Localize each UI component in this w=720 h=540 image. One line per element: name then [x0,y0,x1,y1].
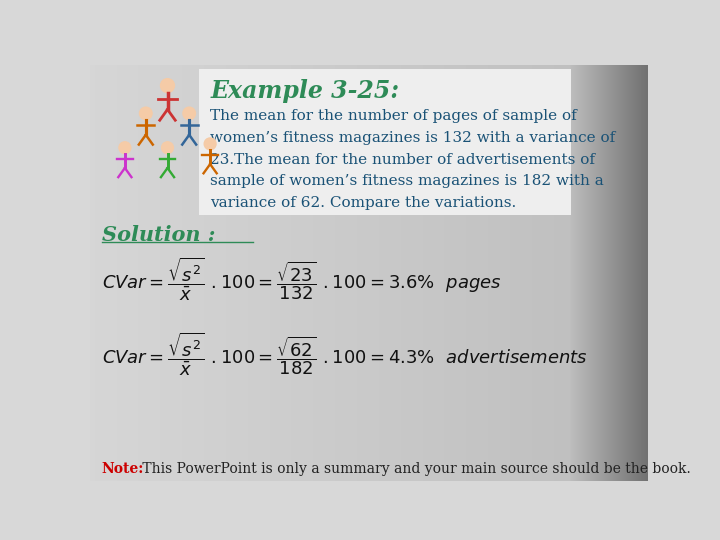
Text: Solution :: Solution : [102,225,215,245]
Text: $\mathit{CVar} = \dfrac{\sqrt{s^2}}{\bar{x}}\ .100 = \dfrac{\sqrt{62}}{182}\ .10: $\mathit{CVar} = \dfrac{\sqrt{s^2}}{\bar… [102,330,588,378]
Text: The mean for the number of pages of sample of: The mean for the number of pages of samp… [210,110,577,124]
Text: Example 3-25:: Example 3-25: [210,79,400,103]
Text: Note:: Note: [102,462,144,476]
FancyBboxPatch shape [199,69,570,215]
Circle shape [183,107,195,120]
Circle shape [119,142,131,153]
Text: 23.The mean for the number of advertisements of: 23.The mean for the number of advertisem… [210,153,595,166]
Circle shape [204,138,216,150]
Text: women’s fitness magazines is 132 with a variance of: women’s fitness magazines is 132 with a … [210,131,616,145]
Text: $\mathit{CVar} = \dfrac{\sqrt{s^2}}{\bar{x}}\ .100 = \dfrac{\sqrt{23}}{132}\ .10: $\mathit{CVar} = \dfrac{\sqrt{s^2}}{\bar… [102,256,501,303]
Circle shape [161,79,174,92]
Text: variance of 62. Compare the variations.: variance of 62. Compare the variations. [210,195,516,210]
Circle shape [140,107,152,120]
Circle shape [161,142,174,153]
Text: sample of women’s fitness magazines is 182 with a: sample of women’s fitness magazines is 1… [210,174,604,188]
Text: This PowerPoint is only a summary and your main source should be the book.: This PowerPoint is only a summary and yo… [138,462,690,476]
